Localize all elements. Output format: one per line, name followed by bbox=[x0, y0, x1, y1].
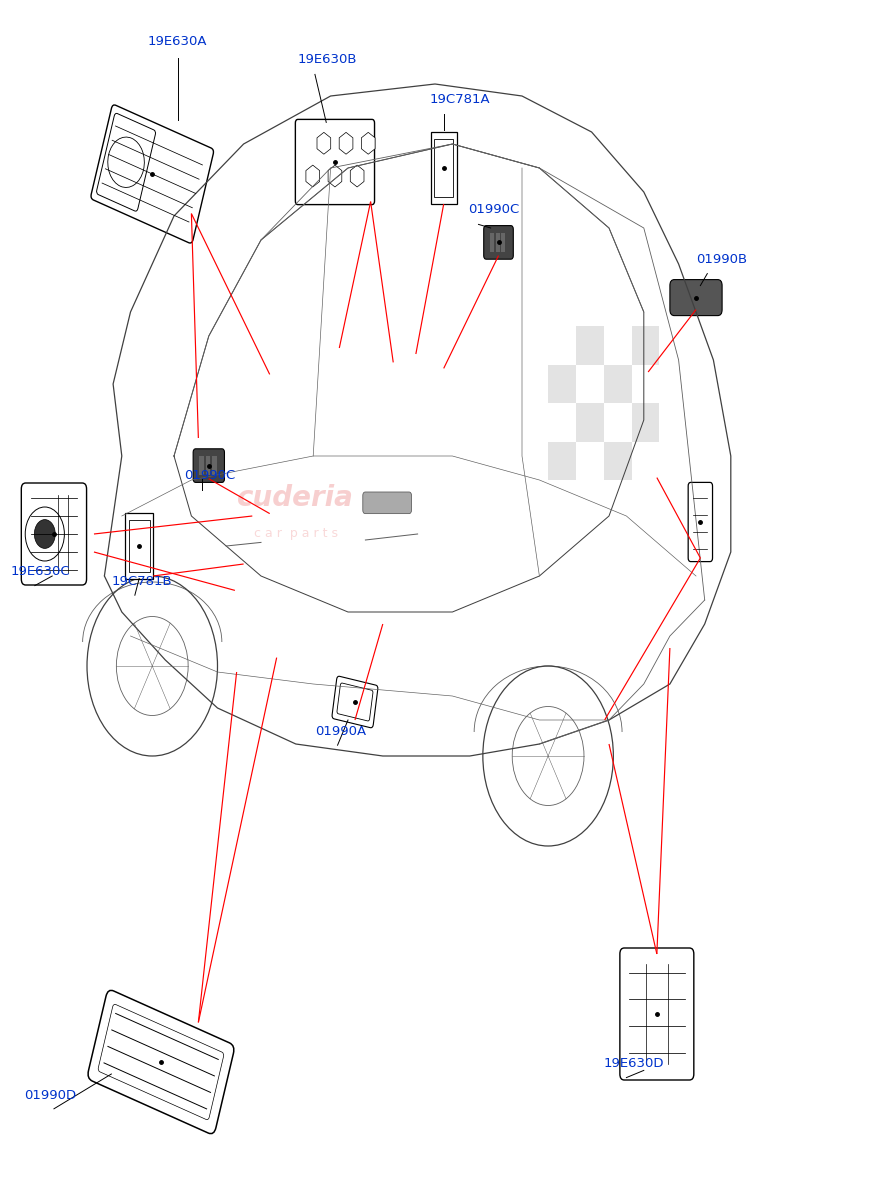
Text: 19E630B: 19E630B bbox=[297, 53, 356, 66]
Bar bbox=[575, 403, 603, 442]
FancyBboxPatch shape bbox=[336, 683, 373, 721]
Circle shape bbox=[25, 506, 64, 560]
Bar bbox=[212, 456, 216, 475]
Bar bbox=[603, 442, 631, 480]
Circle shape bbox=[108, 137, 144, 187]
Text: 19E630C: 19E630C bbox=[10, 565, 70, 578]
Text: 01990C: 01990C bbox=[468, 203, 519, 216]
FancyBboxPatch shape bbox=[88, 990, 234, 1134]
Bar bbox=[631, 403, 659, 442]
Bar bbox=[129, 520, 149, 571]
FancyBboxPatch shape bbox=[21, 482, 87, 584]
Bar bbox=[125, 512, 153, 578]
FancyBboxPatch shape bbox=[332, 677, 377, 727]
FancyBboxPatch shape bbox=[669, 280, 721, 316]
Text: 01990D: 01990D bbox=[24, 1088, 76, 1102]
Bar bbox=[199, 456, 203, 475]
Text: 19E630A: 19E630A bbox=[148, 35, 207, 48]
Bar bbox=[547, 365, 575, 403]
Bar bbox=[205, 456, 210, 475]
Bar bbox=[501, 233, 505, 252]
Text: c a r  p a r t s: c a r p a r t s bbox=[254, 528, 337, 540]
FancyBboxPatch shape bbox=[295, 119, 375, 204]
Text: 19C781B: 19C781B bbox=[111, 575, 172, 588]
Text: cuderia: cuderia bbox=[237, 484, 354, 512]
FancyBboxPatch shape bbox=[362, 492, 411, 514]
Bar bbox=[495, 233, 499, 252]
FancyBboxPatch shape bbox=[687, 482, 712, 562]
FancyBboxPatch shape bbox=[193, 449, 224, 482]
Bar bbox=[434, 139, 453, 197]
Text: 01990B: 01990B bbox=[695, 253, 746, 266]
Bar bbox=[489, 233, 494, 252]
Circle shape bbox=[35, 520, 56, 548]
Text: 01990C: 01990C bbox=[184, 469, 235, 482]
Text: 19E630D: 19E630D bbox=[603, 1057, 664, 1070]
Bar bbox=[631, 326, 659, 365]
FancyBboxPatch shape bbox=[96, 113, 156, 211]
FancyBboxPatch shape bbox=[619, 948, 693, 1080]
Bar bbox=[430, 132, 456, 204]
Text: 01990A: 01990A bbox=[315, 725, 366, 738]
Text: 19C781A: 19C781A bbox=[429, 92, 490, 106]
Bar bbox=[575, 326, 603, 365]
FancyBboxPatch shape bbox=[91, 104, 213, 244]
Bar bbox=[603, 365, 631, 403]
Bar bbox=[547, 442, 575, 480]
FancyBboxPatch shape bbox=[483, 226, 513, 259]
